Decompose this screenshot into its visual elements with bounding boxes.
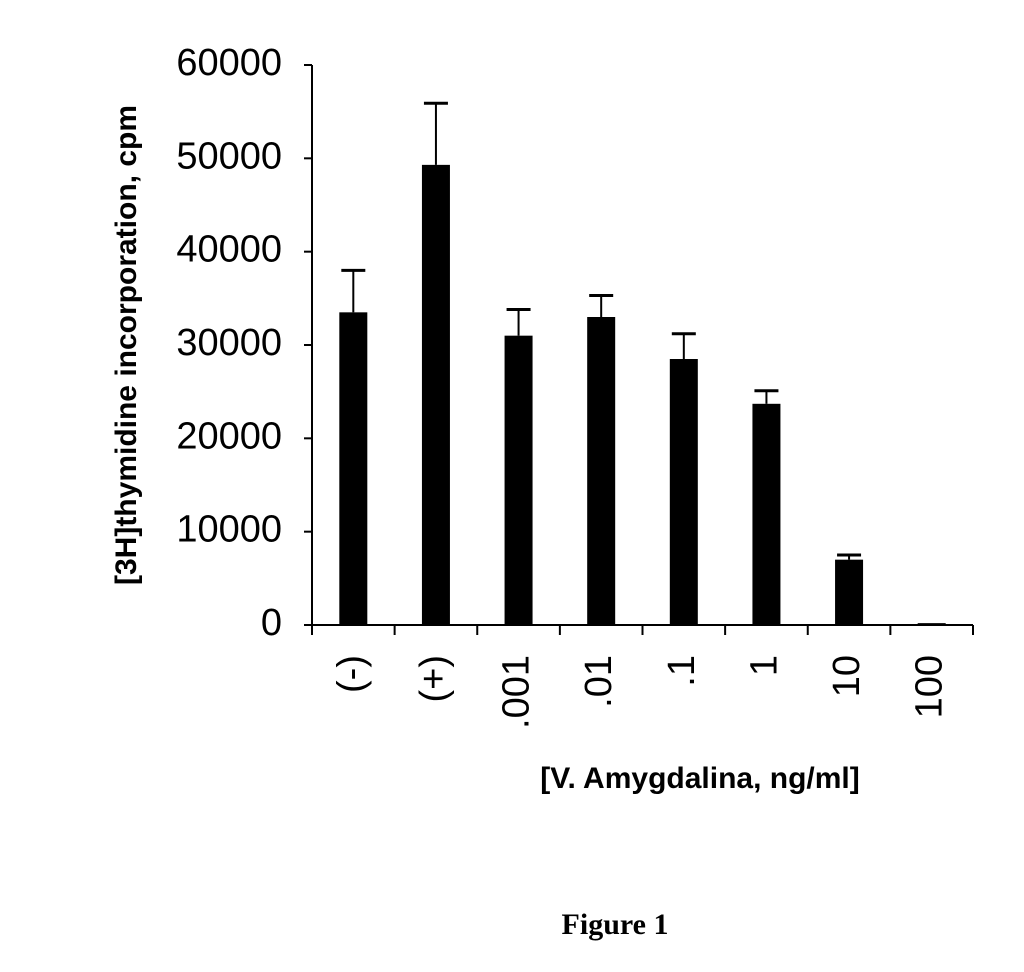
y-tick-label: 60000 xyxy=(176,42,282,84)
y-tick-label: 30000 xyxy=(176,322,282,364)
x-tick-label: .001 xyxy=(496,655,538,729)
x-tick-label: (+) xyxy=(413,655,455,703)
bar xyxy=(917,623,946,625)
y-tick-label: 10000 xyxy=(176,509,282,551)
x-tick-label: 100 xyxy=(909,655,951,718)
x-axis-label: [V. Amygdalina, ng/ml] xyxy=(540,762,860,795)
x-tick-label: 1 xyxy=(743,655,785,676)
y-tick-label: 20000 xyxy=(176,415,282,457)
bar xyxy=(752,403,781,625)
bar xyxy=(339,312,368,625)
x-tick-label: (-) xyxy=(330,655,372,693)
bar xyxy=(587,317,616,625)
y-tick-label: 0 xyxy=(261,602,282,644)
bar xyxy=(669,359,698,625)
bar xyxy=(421,164,450,625)
y-tick-label: 50000 xyxy=(176,135,282,177)
y-tick-label: 40000 xyxy=(176,229,282,271)
x-tick-label: .01 xyxy=(578,655,620,708)
bar xyxy=(504,335,533,625)
y-axis-label: [3H]thymidine incorporation, cpm xyxy=(110,105,143,585)
figure-caption: Figure 1 xyxy=(562,908,669,941)
x-tick-label: .1 xyxy=(661,655,703,687)
bar xyxy=(835,559,864,625)
x-tick-label: 10 xyxy=(826,655,868,697)
